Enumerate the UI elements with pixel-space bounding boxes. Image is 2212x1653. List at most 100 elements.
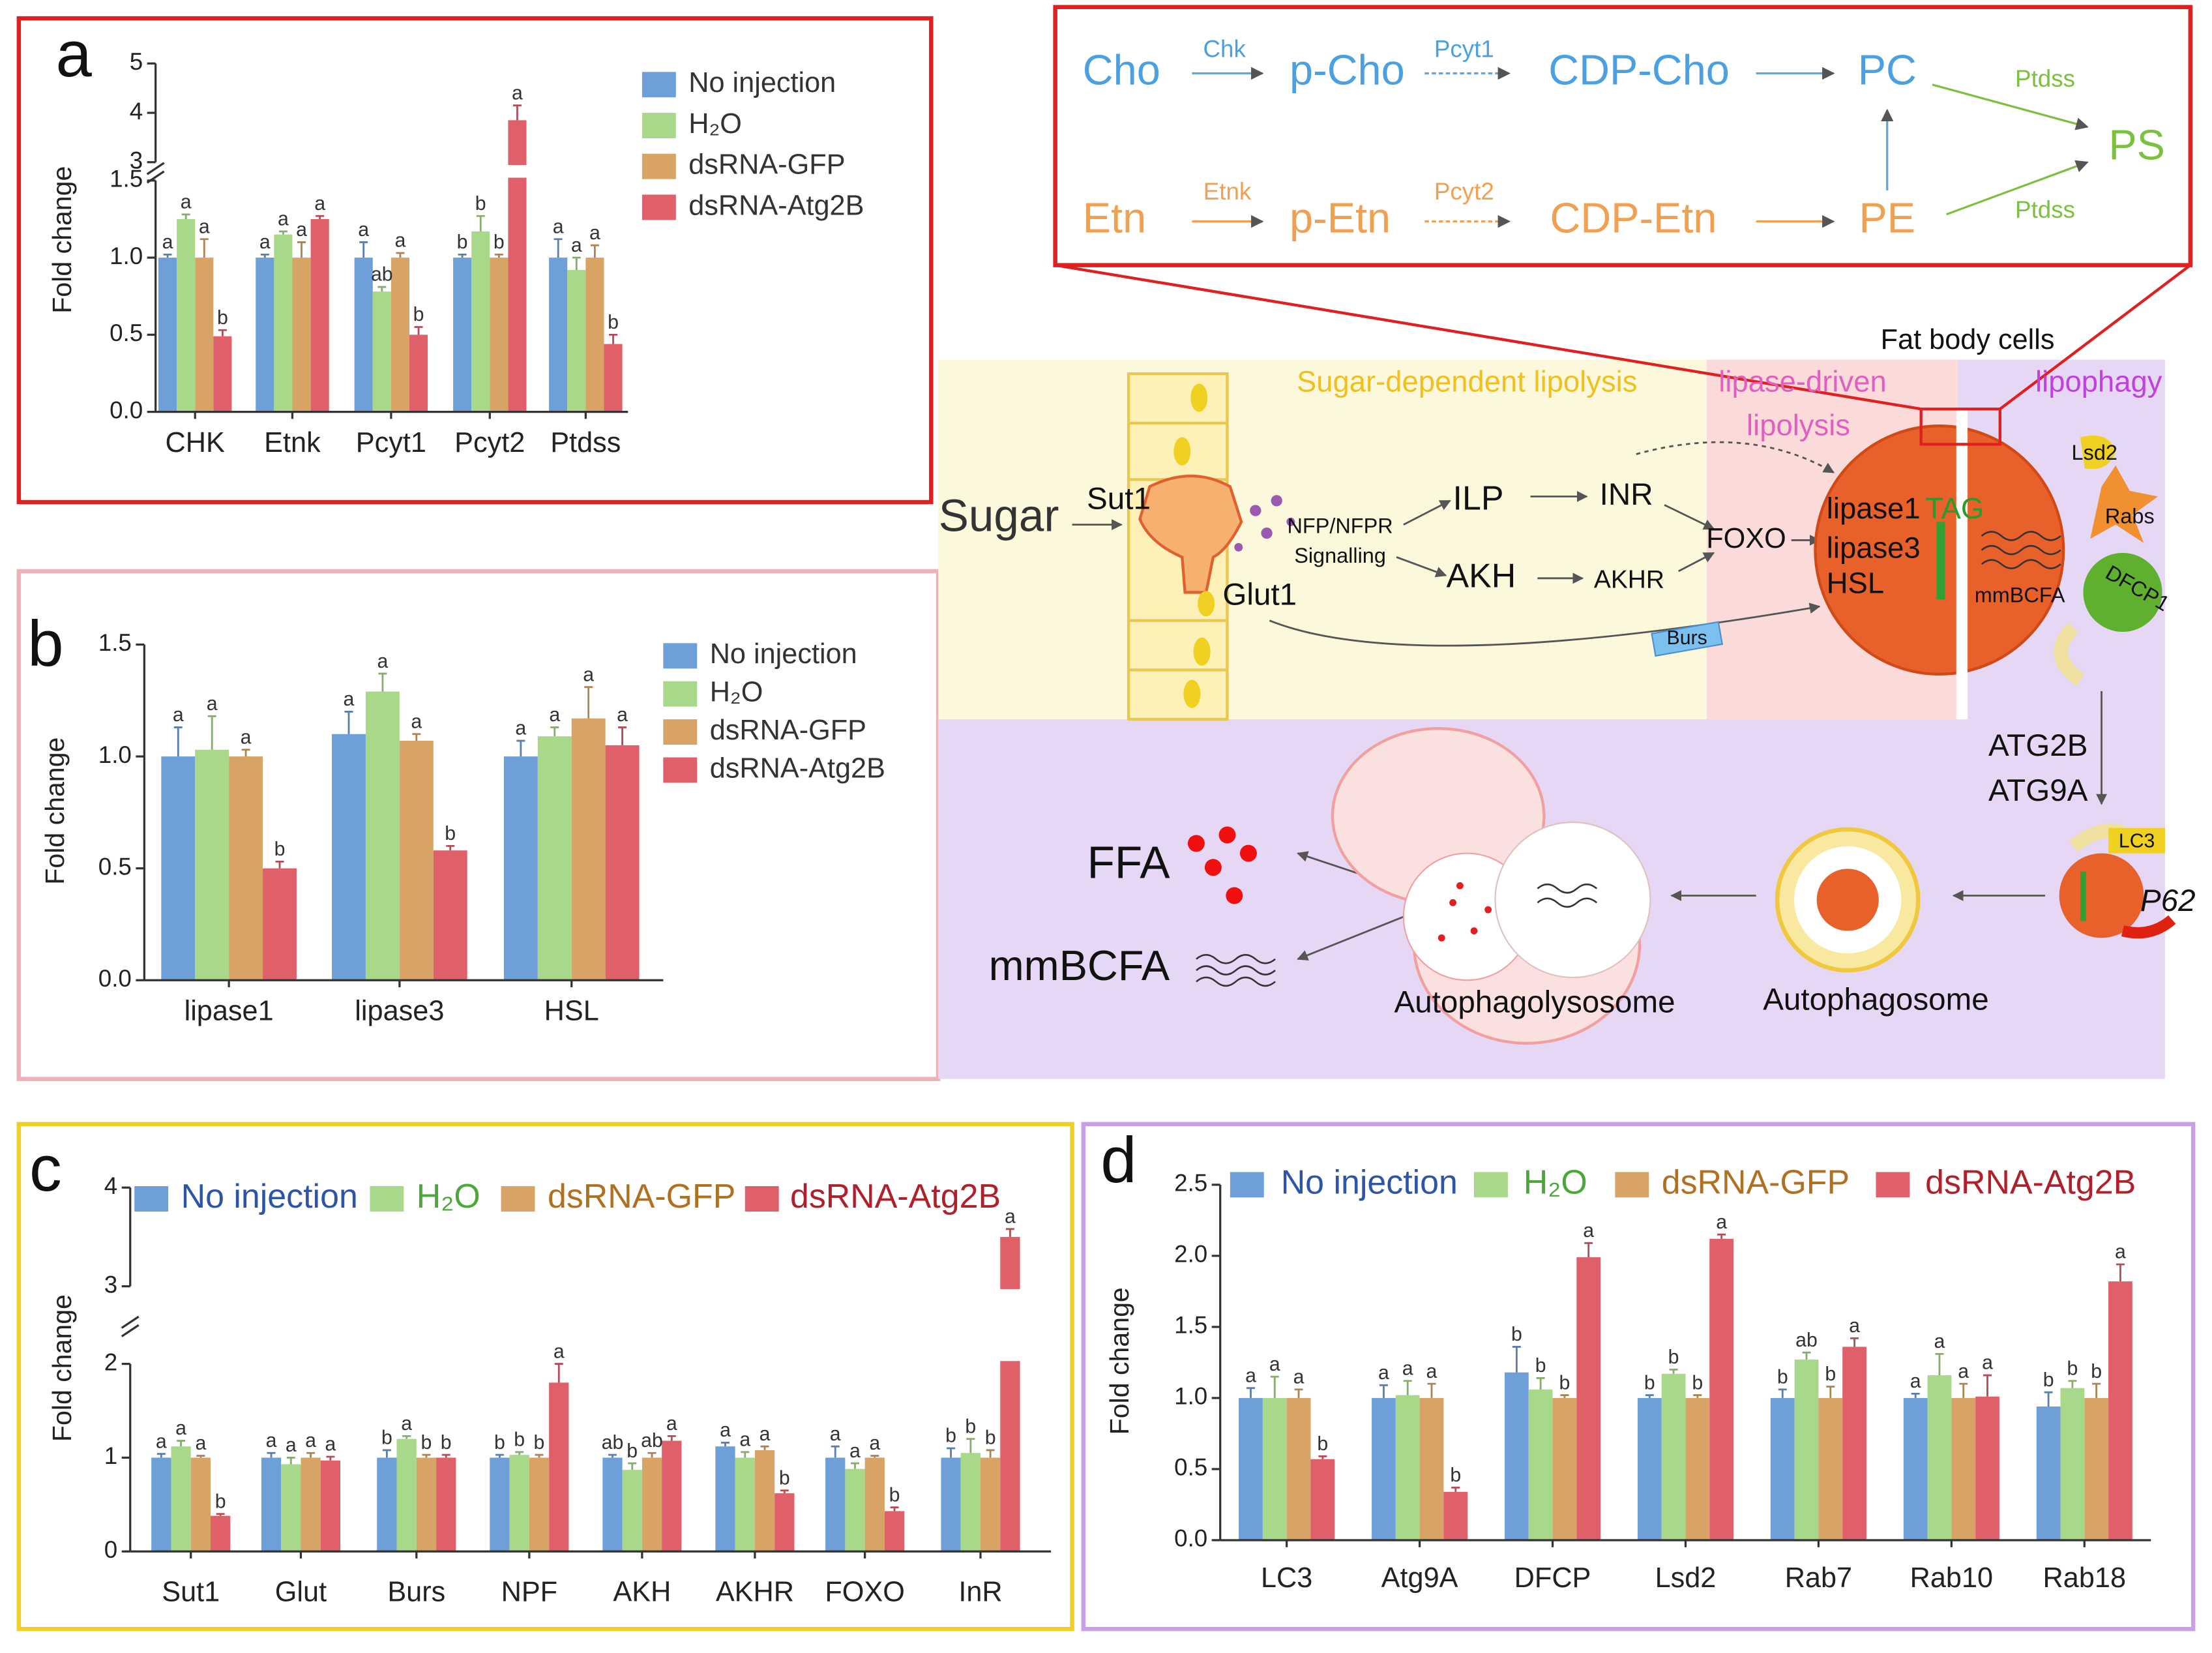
significance-letter: ab bbox=[1795, 1330, 1818, 1351]
significance-letter: a bbox=[1269, 1354, 1280, 1375]
y-tick-label: 0.0 bbox=[110, 396, 143, 423]
lipid-droplet bbox=[1814, 408, 2162, 720]
pathway-label: PS bbox=[2108, 121, 2165, 168]
error-bar bbox=[780, 1489, 789, 1494]
x-tick-label: AKHR bbox=[716, 1577, 794, 1608]
pathway-arrows bbox=[1192, 67, 2089, 228]
x-tick-label: Sut1 bbox=[162, 1577, 220, 1608]
y-tick-label: 0 bbox=[104, 1536, 117, 1563]
significance-letter: a bbox=[173, 704, 184, 726]
legend-label: dsRNA-Atg2B bbox=[1925, 1164, 2136, 1202]
bar bbox=[754, 1450, 775, 1552]
diagram-label: mmBCFA bbox=[1975, 583, 2065, 606]
diagram-label: NFP/NFPR bbox=[1287, 514, 1393, 538]
error-bar bbox=[516, 739, 525, 757]
error-bar bbox=[1826, 1386, 1835, 1398]
significance-letter: a bbox=[278, 209, 289, 230]
error-bar bbox=[1584, 1242, 1593, 1258]
significance-letter: b bbox=[2067, 1358, 2078, 1379]
diagram-label: FOXO bbox=[1706, 523, 1786, 554]
pathway-label: Etn bbox=[1083, 194, 1146, 242]
y-tick-label: 4 bbox=[104, 1172, 117, 1199]
diagram-label: lipolysis bbox=[1747, 408, 1850, 441]
legend-label: dsRNA-Atg2B bbox=[790, 1178, 1001, 1215]
bar bbox=[1927, 1375, 1952, 1540]
panel-c-border bbox=[16, 1122, 1074, 1631]
error-bar bbox=[344, 711, 353, 734]
diagram-label: INR bbox=[1600, 477, 1653, 512]
x-tick-label: Atg9A bbox=[1381, 1562, 1458, 1594]
bar bbox=[1842, 1347, 1866, 1540]
pathway-label: Etnk bbox=[1203, 178, 1252, 205]
significance-letter: b bbox=[457, 231, 468, 253]
bar bbox=[1770, 1397, 1795, 1540]
bar bbox=[884, 1511, 905, 1552]
zoom-line bbox=[1999, 263, 2192, 410]
significance-letter: a bbox=[849, 1440, 861, 1462]
y-tick-label: 1.5 bbox=[1174, 1312, 1207, 1339]
bar bbox=[1794, 1360, 1819, 1540]
significance-letter: a bbox=[1378, 1362, 1389, 1384]
error-bar bbox=[260, 253, 269, 258]
bar bbox=[571, 718, 606, 981]
bar bbox=[509, 1455, 529, 1552]
significance-letter: b bbox=[1317, 1433, 1328, 1455]
y-tick-label: 1.5 bbox=[110, 166, 143, 192]
error-bar bbox=[2116, 1263, 2125, 1282]
legend-swatch bbox=[663, 757, 698, 783]
x-tick-label: InR bbox=[958, 1577, 1002, 1608]
error-bar bbox=[396, 252, 405, 258]
bar bbox=[941, 1457, 961, 1552]
legend-swatch bbox=[641, 72, 676, 98]
bar bbox=[605, 745, 640, 981]
error-bar bbox=[512, 104, 522, 121]
significance-letter: b bbox=[534, 1432, 545, 1453]
significance-letter: a bbox=[515, 718, 526, 739]
bar bbox=[177, 218, 196, 412]
bar bbox=[490, 258, 509, 412]
significance-letter: a bbox=[314, 193, 325, 215]
significance-letter: ab bbox=[602, 1432, 624, 1453]
error-bar bbox=[156, 1453, 166, 1458]
significance-letter: a bbox=[617, 704, 628, 726]
significance-letter: b bbox=[1535, 1355, 1546, 1377]
error-bar bbox=[359, 241, 368, 258]
error-bar bbox=[1935, 1352, 1944, 1376]
significance-letter: b bbox=[1511, 1324, 1522, 1345]
y-axis-label: Fold change bbox=[47, 166, 77, 314]
significance-letter: b bbox=[514, 1429, 525, 1450]
panel-letter: c bbox=[29, 1133, 62, 1205]
bar bbox=[399, 741, 434, 981]
y-tick-label: 3 bbox=[130, 147, 143, 173]
significance-letter: b bbox=[1668, 1347, 1679, 1368]
error-bar bbox=[412, 733, 421, 741]
y-tick-label: 0.5 bbox=[110, 320, 143, 346]
error-bar bbox=[267, 1452, 276, 1458]
legend-label: dsRNA-Atg2B bbox=[688, 190, 864, 221]
bar bbox=[508, 120, 527, 412]
bar bbox=[416, 1457, 437, 1552]
legend-label: dsRNA-GFP bbox=[1662, 1164, 1850, 1202]
bar bbox=[503, 756, 538, 981]
bar bbox=[372, 291, 391, 412]
bar bbox=[436, 1457, 456, 1552]
panel-a-border bbox=[16, 16, 934, 505]
pathway-label: Chk bbox=[1203, 36, 1246, 63]
error-bar bbox=[275, 860, 284, 869]
bar bbox=[396, 1438, 417, 1552]
error-bar bbox=[1536, 1377, 1545, 1390]
significance-letter: a bbox=[259, 231, 271, 253]
significance-letter: a bbox=[266, 1430, 277, 1452]
x-tick-label: AKH bbox=[613, 1577, 671, 1608]
y-tick-label: 1 bbox=[104, 1442, 117, 1469]
significance-letter: ab bbox=[371, 264, 393, 286]
bar bbox=[229, 756, 263, 981]
pathway-label: Ptdss bbox=[2015, 196, 2075, 223]
y-tick-label: 1.0 bbox=[110, 243, 143, 269]
error-bar bbox=[2044, 1391, 2053, 1407]
bar bbox=[1528, 1389, 1553, 1540]
error-bar bbox=[446, 844, 455, 851]
error-bar bbox=[1560, 1394, 1569, 1398]
significance-letter: a bbox=[720, 1420, 731, 1441]
